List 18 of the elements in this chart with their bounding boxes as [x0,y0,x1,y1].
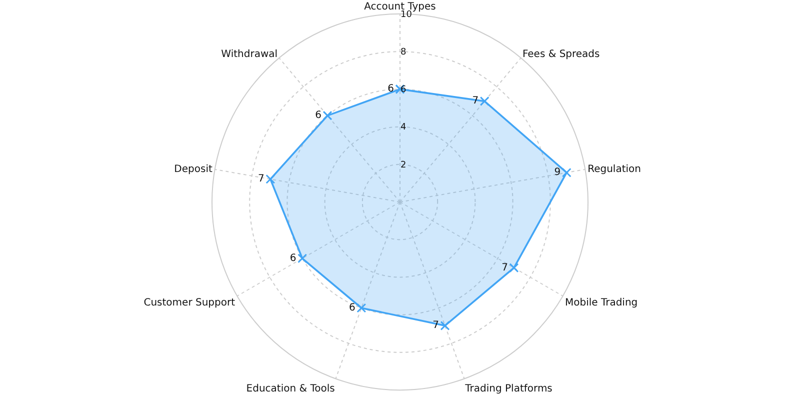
y-tick-label: 10 [400,10,412,20]
y-tick-label: 4 [400,122,406,133]
data-label: 7 [258,174,264,185]
spoke-label: Education & Tools [246,384,335,395]
data-label: 6 [290,252,296,264]
spoke-label: Fees & Spreads [522,48,600,60]
spoke-label: Regulation [588,164,642,176]
spoke-label: Customer Support [144,297,236,308]
spoke-label: Deposit [174,164,212,176]
data-label: 7 [502,262,508,274]
data-label: 6 [349,302,356,314]
spoke-label: Withdrawal [221,48,278,60]
data-label: 9 [554,167,561,178]
y-tick-label: 2 [400,160,406,170]
data-label: 6 [315,110,322,122]
spoke-label: Mobile Trading [564,297,638,308]
y-tick-label: 8 [400,48,406,58]
spoke-label: Trading Platforms [464,384,552,395]
